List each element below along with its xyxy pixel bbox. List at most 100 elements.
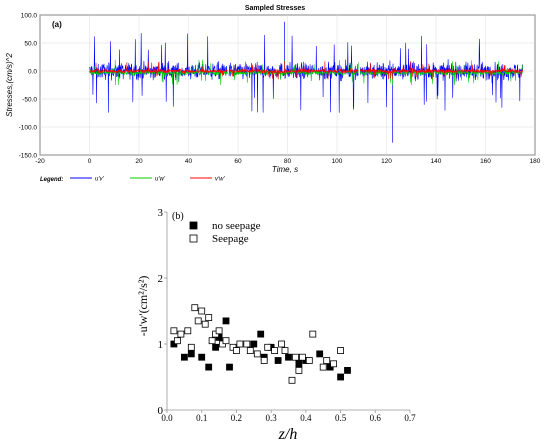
panel-a-y-tick-label: -150.0 [19, 153, 38, 160]
legend-marker-0 [189, 221, 198, 230]
panel-b-y-tick-label: 0 [158, 405, 164, 417]
point-seepage [253, 350, 261, 358]
panel-b-x-tick-label: 0.6 [370, 413, 382, 423]
panel-a-x-tick-label: 60 [234, 158, 242, 165]
point-no-seepage [285, 353, 292, 361]
point-seepage [215, 327, 223, 335]
point-seepage [236, 340, 244, 348]
panel-a-x-tick-label: 180 [530, 158, 541, 165]
point-seepage [278, 340, 286, 348]
point-seepage [243, 340, 251, 348]
point-seepage [264, 343, 272, 351]
panel-b-x-tick-label: 0.3 [266, 413, 278, 423]
panel-b-y-axis-label: -u'w'(cm²/s²) [136, 276, 150, 337]
panel-a-y-tick-label: 100.0 [21, 13, 38, 20]
panel-b-y-tick-label: 2 [158, 273, 164, 285]
point-seepage [232, 347, 240, 355]
legend-label-2: v'w' [215, 177, 225, 183]
panel-b-x-tick-label: 0.2 [231, 413, 242, 423]
panel-b-y-tick-label: 3 [158, 207, 164, 219]
series-trace-2 [89, 61, 523, 80]
panel-a-x-axis-label: Time, s [272, 165, 298, 174]
panel-a-legend: Legend: u'v' u'w' v'w' [40, 177, 225, 184]
panel-a-stress-timeseries: Sampled Stresses -20 0 20 40 60 80 100 120 140 16… [0, 0, 550, 183]
panel-a-x-tick-label: 40 [185, 158, 193, 165]
point-no-seepage [226, 363, 233, 371]
point-no-seepage [274, 357, 282, 364]
point-seepage [323, 357, 331, 364]
point-seepage [198, 307, 206, 315]
legend-label-1: Seepage [212, 233, 249, 245]
panel-b-x-tick-label: 0.1 [196, 413, 207, 423]
point-seepage [309, 330, 317, 338]
panel-a-y-tick-label: 0.0 [28, 69, 37, 76]
point-seepage [246, 347, 254, 355]
point-no-seepage [222, 317, 230, 325]
panel-a-x-tick-label: 140 [431, 158, 442, 165]
point-seepage [281, 347, 289, 355]
panel-b-x-tick-label: 0.7 [404, 413, 416, 423]
panel-a-x-tick-label: -20 [35, 158, 45, 165]
panel-a-label: (a) [52, 20, 62, 29]
panel-b-x-axis-label: z/h [278, 426, 298, 443]
panel-a-title: Sampled Stresses [245, 5, 305, 12]
point-seepage [201, 320, 209, 328]
point-seepage [194, 317, 202, 325]
point-no-seepage [250, 340, 258, 348]
point-seepage [291, 353, 299, 361]
panel-a-ticks: -20 0 20 40 60 80 100 120 140 160 180 100.0 50.0 0.0 -… [19, 13, 541, 166]
legend-label-0: no seepage [212, 220, 261, 232]
point-seepage [337, 347, 345, 355]
point-no-seepage [198, 353, 206, 361]
point-no-seepage [344, 366, 351, 374]
point-seepage [330, 360, 338, 368]
point-seepage [288, 376, 296, 384]
point-no-seepage [316, 350, 324, 358]
legend-label-1: u'w' [155, 177, 166, 183]
point-seepage [298, 353, 306, 361]
point-no-seepage [180, 353, 188, 361]
point-seepage [191, 304, 199, 312]
legend-marker-1 [189, 234, 198, 243]
point-seepage [170, 327, 178, 335]
panel-b-points [170, 304, 351, 384]
point-seepage [208, 337, 216, 345]
panel-a-y-tick-label: -50.0 [22, 97, 37, 104]
panel-b-y-tick-label: 1 [158, 339, 164, 351]
panel-a-x-tick-label: 120 [381, 158, 392, 165]
point-no-seepage [295, 360, 303, 368]
point-seepage [305, 357, 313, 364]
panel-a-x-tick-label: 160 [480, 158, 491, 165]
point-no-seepage [257, 330, 265, 338]
point-seepage [184, 327, 192, 335]
panel-a-x-tick-label: 100 [332, 158, 343, 165]
panel-b-label: (b) [172, 211, 184, 222]
panel-a-x-tick-label: 20 [135, 158, 143, 165]
point-no-seepage [337, 373, 345, 381]
panel-b-x-tick-label: 0.0 [161, 413, 173, 423]
panel-b-x-tick-label: 0.5 [335, 413, 347, 423]
point-no-seepage [212, 343, 220, 351]
point-seepage [222, 337, 230, 345]
point-no-seepage [205, 363, 213, 371]
point-seepage [260, 357, 268, 364]
panel-a-traces [89, 21, 523, 143]
panel-a-y-tick-label: 50.0 [24, 41, 37, 48]
point-no-seepage [187, 350, 195, 358]
panel-b-axes: 0.0 0.1 0.2 0.3 0.4 0.5 0.6 0.7 0 1 2 3 [158, 207, 417, 423]
panel-a-x-tick-label: 0 [88, 158, 92, 165]
point-seepage [173, 337, 181, 345]
panel-a-x-tick-label: 80 [284, 158, 292, 165]
panel-a-y-axis-label: Stresses,(cm/s)^2 [5, 53, 14, 117]
point-seepage [271, 347, 279, 355]
point-seepage [205, 314, 213, 322]
point-seepage [177, 330, 185, 338]
point-seepage [319, 363, 327, 371]
panel-a-y-tick-label: -100.0 [19, 125, 38, 132]
panel-b-scatter: 0.0 0.1 0.2 0.3 0.4 0.5 0.6 0.7 0 1 2 3 (b) no seep… [136, 207, 416, 443]
point-seepage [295, 366, 303, 374]
panel-a-gridlines [39, 14, 536, 156]
point-seepage [187, 343, 195, 351]
